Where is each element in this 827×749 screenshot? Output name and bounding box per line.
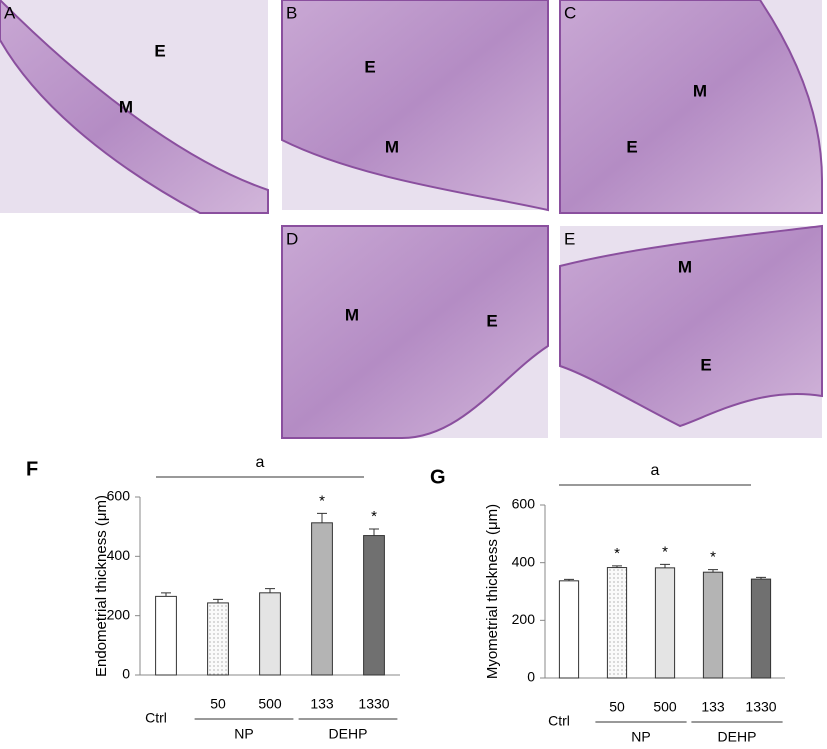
region-label: M	[345, 305, 359, 324]
y-tick-label: 200	[512, 611, 536, 627]
error-bar	[161, 592, 171, 597]
panel-letter: E	[564, 229, 575, 248]
error-bar	[708, 569, 718, 573]
panel-letter: F	[26, 458, 38, 480]
region-label: E	[626, 137, 637, 156]
panel-letter: C	[564, 3, 576, 22]
tissue	[281, 0, 549, 212]
group-label: DEHP	[329, 726, 368, 742]
tissue	[559, 224, 823, 428]
y-tick-label: 600	[107, 488, 131, 504]
error-bar	[660, 563, 670, 568]
micrograph	[281, 225, 549, 439]
bar	[750, 578, 772, 679]
significance-mark: *	[662, 543, 668, 560]
x-tick-label: 50	[609, 699, 625, 715]
tissue	[0, 0, 269, 214]
region-label: E	[154, 41, 165, 60]
tissue	[281, 225, 549, 439]
micrograph	[0, 0, 269, 214]
panel-letter: G	[430, 466, 446, 488]
error-bar	[564, 578, 574, 581]
group-label: DEHP	[718, 729, 757, 745]
group-label: NP	[234, 726, 253, 742]
x-tick-label: 133	[701, 699, 725, 715]
region-label: M	[119, 97, 133, 116]
error-bar	[265, 588, 275, 593]
y-axis-label: Myometrial thickness (μm)	[484, 504, 501, 679]
x-tick-label: Ctrl	[548, 713, 570, 729]
x-tick-label: Ctrl	[145, 710, 167, 726]
x-tick-label: 133	[310, 696, 334, 712]
panel-letter: D	[286, 229, 298, 248]
error-bar	[317, 512, 327, 523]
micrograph	[559, 224, 823, 438]
bar	[702, 571, 724, 679]
bar	[155, 595, 177, 676]
panel-letter: A	[4, 3, 16, 22]
x-tick-label: 1330	[745, 699, 776, 715]
x-tick-label: 500	[258, 696, 282, 712]
y-tick-label: 0	[122, 666, 130, 682]
bar	[311, 522, 333, 676]
group-label: NP	[631, 729, 650, 745]
y-tick-label: 400	[512, 553, 536, 569]
significance-mark: *	[371, 508, 377, 525]
region-label: M	[678, 257, 692, 276]
bar	[363, 535, 385, 676]
bracket-label: a	[651, 462, 660, 479]
bar	[207, 602, 229, 676]
micrograph	[559, 0, 823, 214]
bracket-label: a	[256, 454, 265, 471]
x-tick-label: 500	[653, 699, 677, 715]
significance-mark: *	[710, 549, 716, 566]
panel-letter: B	[286, 3, 297, 22]
y-tick-label: 600	[512, 496, 536, 512]
region-label: E	[364, 57, 375, 76]
error-bar	[612, 565, 622, 568]
micrograph	[281, 0, 549, 212]
error-bar	[213, 598, 223, 603]
bar	[558, 580, 580, 679]
x-tick-label: 50	[210, 696, 226, 712]
y-axis-label: Endometrial thickness (μm)	[93, 495, 110, 677]
region-label: M	[385, 137, 399, 156]
y-tick-label: 400	[107, 547, 131, 563]
region-label: E	[486, 311, 497, 330]
x-tick-label: 1330	[358, 696, 389, 712]
error-bar	[369, 528, 379, 536]
tissue	[559, 0, 823, 214]
significance-mark: *	[614, 545, 620, 562]
error-bar	[756, 576, 766, 580]
y-tick-label: 200	[107, 606, 131, 622]
region-label: M	[693, 81, 707, 100]
bar	[606, 567, 628, 679]
significance-mark: *	[319, 492, 325, 509]
bar	[259, 592, 281, 676]
bar	[654, 567, 676, 679]
region-label: E	[700, 355, 711, 374]
y-tick-label: 0	[527, 669, 535, 685]
